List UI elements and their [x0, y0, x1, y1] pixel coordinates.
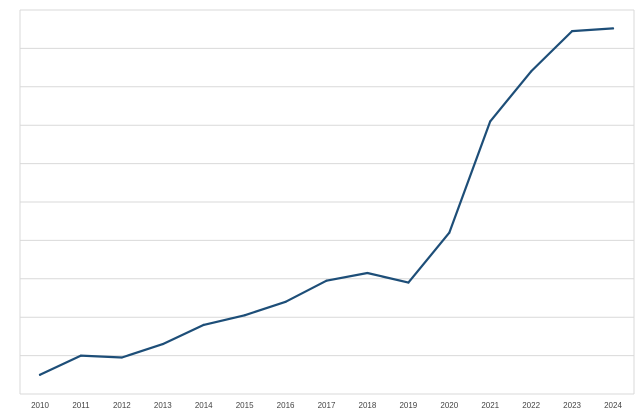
x-tick-label: 2010: [31, 401, 49, 410]
x-tick-label: 2013: [154, 401, 172, 410]
x-tick-label: 2022: [522, 401, 540, 410]
data-point: [489, 120, 492, 123]
data-point: [407, 281, 410, 284]
x-tick-label: 2011: [72, 401, 90, 410]
data-point: [38, 373, 42, 376]
x-tick-label: 2020: [440, 401, 458, 410]
x-tick-label: 2021: [481, 401, 499, 410]
data-point: [611, 27, 615, 30]
data-point: [79, 354, 83, 357]
data-point: [202, 323, 205, 326]
x-axis-ticks: 2010 2011 2012 2013 2014 2015 2016 2017 2018 2019…: [31, 401, 622, 410]
data-point: [570, 30, 574, 33]
x-tick-label: 2018: [359, 401, 377, 410]
data-point: [243, 314, 246, 317]
x-tick-label: 2016: [277, 401, 295, 410]
data-point: [120, 356, 123, 359]
x-tick-label: 2012: [113, 401, 131, 410]
data-point: [161, 342, 164, 346]
x-tick-label: 2015: [236, 401, 254, 410]
data-point: [284, 300, 287, 303]
data-point: [325, 279, 328, 282]
series-points: [38, 27, 615, 376]
data-point: [448, 231, 451, 234]
x-tick-label: 2023: [563, 401, 581, 410]
data-point: [366, 271, 369, 275]
gridlines: [20, 9, 634, 395]
x-tick-label: 2017: [318, 401, 336, 410]
x-tick-label: 2019: [399, 401, 417, 410]
x-tick-label: 2014: [195, 401, 213, 410]
x-tick-label: 2024: [604, 401, 622, 410]
data-point: [530, 70, 533, 73]
